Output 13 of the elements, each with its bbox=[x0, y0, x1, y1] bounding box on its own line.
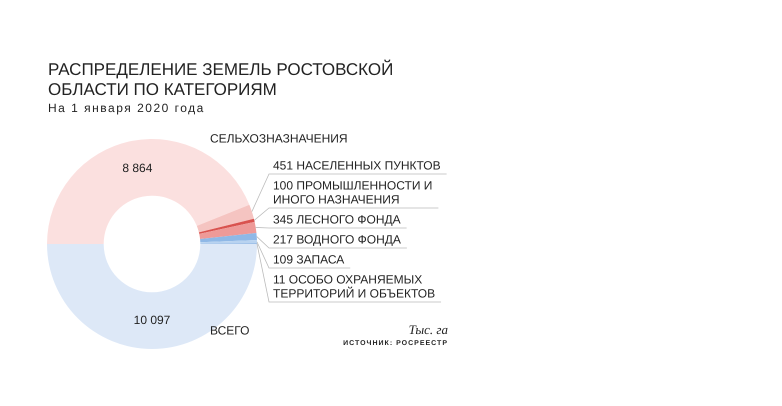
data-label: 10 097 bbox=[134, 312, 171, 327]
text: Тыс. га bbox=[408, 322, 448, 338]
chart-title: РАСПРЕДЕЛЕНИЕ ЗЕМЕЛЬ РОСТОВСКОЙ ОБЛАСТИ ПО КАТЕГОРИЯМ bbox=[48, 60, 394, 100]
chart-subtitle: На 1 января 2020 года bbox=[48, 101, 205, 115]
slice-label: 100 ПРОМЫШЛЕННОСТИ И ИНОГО НАЗНАЧЕНИЯ bbox=[273, 178, 432, 206]
slice-label: ВСЕГО bbox=[210, 323, 250, 338]
slice-label: 109 ЗАПАСА bbox=[273, 252, 344, 266]
slice-label: 345 ЛЕСНОГО ФОНДА bbox=[273, 212, 401, 226]
slice-label: 451 НАСЕЛЕННЫХ ПУНКТОВ bbox=[273, 158, 441, 172]
slice-label: 11 ОСОБО ОХРАНЯЕМЫХ ТЕРРИТОРИЙ И ОБЪЕКТОВ bbox=[273, 272, 436, 300]
slice-label: СЕЛЬХОЗНАЗНАЧЕНИЯ bbox=[210, 131, 348, 146]
slice-label: 217 ВОДНОГО ФОНДА bbox=[273, 232, 401, 246]
data-label: 8 864 bbox=[122, 161, 153, 176]
